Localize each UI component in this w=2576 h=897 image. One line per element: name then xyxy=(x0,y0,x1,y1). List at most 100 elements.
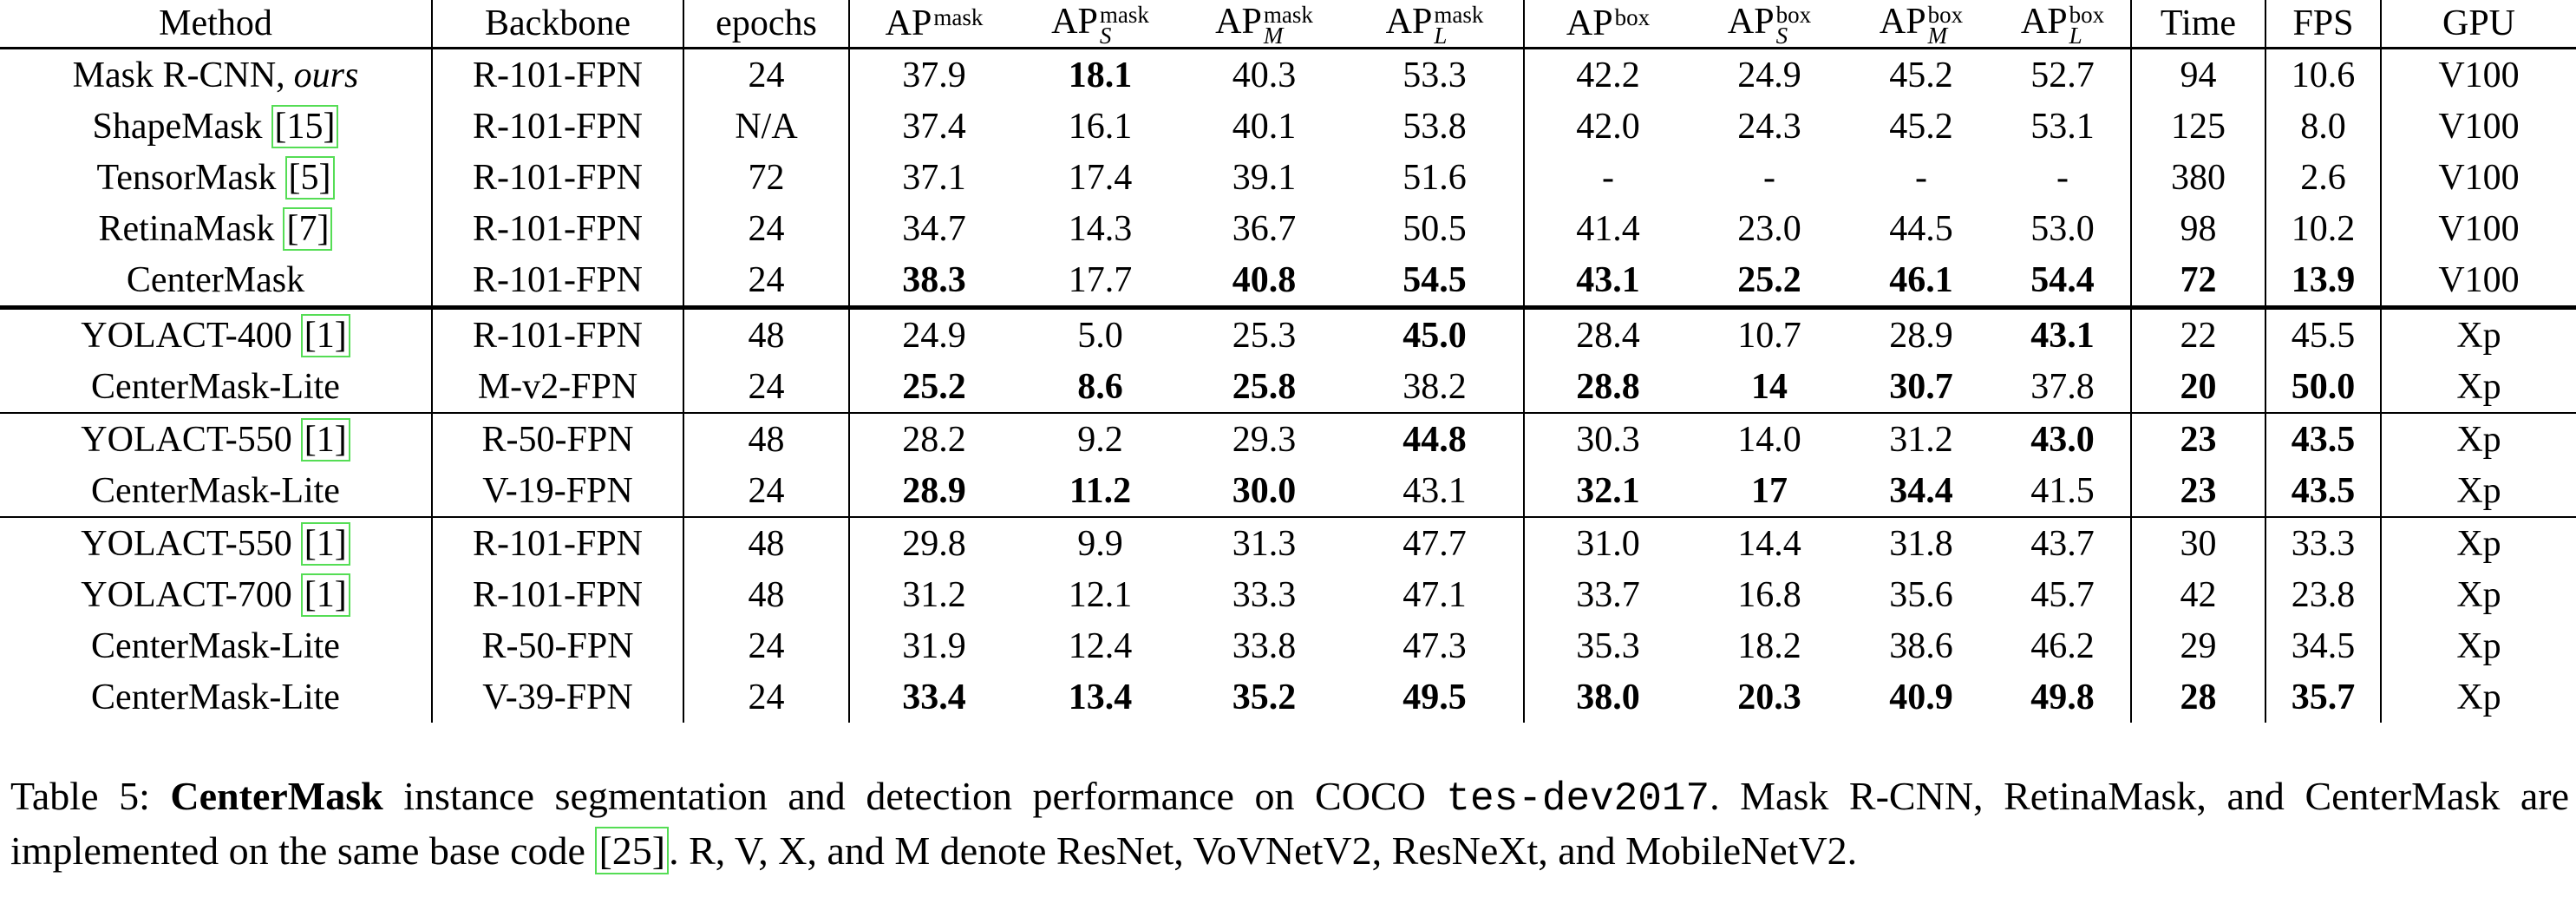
table-row: TensorMask [5] R-101-FPN 72 37.1 17.4 39.1 51.6… xyxy=(0,152,2576,203)
table-row: YOLACT-550 [1] R-101-FPN 48 29.8 9.9 31.3 47.7 3… xyxy=(0,516,2576,569)
method-name: CenterMask xyxy=(126,259,305,300)
method-name: YOLACT-400 xyxy=(81,315,292,356)
method-cell: CenterMask-Lite xyxy=(0,361,433,413)
header-cell: AP box L xyxy=(1995,0,2132,49)
caption-text: Table 5: xyxy=(10,774,171,818)
cell: 23.0 xyxy=(1737,208,1801,249)
cell: 33.8 xyxy=(1232,625,1297,666)
cell: Xp xyxy=(2456,574,2501,615)
header-cell: AP mask L xyxy=(1346,0,1525,49)
header-cell: epochs xyxy=(683,0,850,49)
cell: 9.2 xyxy=(1018,412,1182,465)
header-scripts: box S xyxy=(1775,3,1812,49)
header-base: AP xyxy=(1051,2,1098,43)
cell: 98 xyxy=(2131,203,2266,254)
table-row: ShapeMask [15] R-101-FPN N/A 37.4 16.1 40.1 53.… xyxy=(0,101,2576,152)
cell: 9.9 xyxy=(1018,516,1182,569)
header-cell: GPU xyxy=(2381,0,2576,49)
citation: [15] xyxy=(271,104,339,148)
header-sub: M xyxy=(1263,22,1284,49)
header-sup: mask xyxy=(1434,1,1484,28)
cell: 24 xyxy=(683,203,850,254)
cell: 10.7 xyxy=(1691,305,1847,361)
cell: 48 xyxy=(683,569,850,620)
cell: 53.8 xyxy=(1346,101,1525,152)
cell: 47.3 xyxy=(1346,620,1525,671)
cell: - xyxy=(1602,157,1614,198)
cell: - xyxy=(1995,152,2132,203)
caption-cite: [25] xyxy=(595,827,670,874)
cell: 5.0 xyxy=(1018,305,1182,361)
cell: 8.6 xyxy=(1077,366,1123,407)
method-cell: CenterMask-Lite xyxy=(0,465,433,517)
cell: 43.1 xyxy=(1576,259,1640,300)
cell: 45.2 xyxy=(1889,106,1953,147)
cell: 36.7 xyxy=(1232,208,1297,249)
cell: 41.4 xyxy=(1576,208,1640,249)
cell: 25.2 xyxy=(902,366,966,407)
cell: 35.6 xyxy=(1889,574,1953,615)
cell: Xp xyxy=(2456,677,2501,717)
results-table: Method Backbone epochs AP mask AP mask S AP mask M… xyxy=(0,0,2576,723)
cell: 46.2 xyxy=(1995,620,2132,671)
method-name: YOLACT-550 xyxy=(81,523,292,564)
cell: 10.2 xyxy=(2265,203,2382,254)
cell: 42.2 xyxy=(1576,55,1640,95)
cell: 50.0 xyxy=(2265,361,2382,413)
cell: 24 xyxy=(683,620,850,671)
cell: 42.0 xyxy=(1576,106,1640,147)
cell: 34.7 xyxy=(902,208,966,249)
header-base: AP xyxy=(1385,2,1433,43)
table-body: Mask R-CNN, ours R-101-FPN 24 37.9 18.1 40.3 53… xyxy=(0,48,2576,723)
method-cell: CenterMask xyxy=(0,254,433,308)
header-cell: FPS xyxy=(2265,0,2382,49)
cell: 41.5 xyxy=(1995,465,2132,517)
header-sub: M xyxy=(1927,22,1948,49)
cell: 16.8 xyxy=(1737,574,1801,615)
caption-bold: CenterMask xyxy=(170,774,383,818)
cell: 18.2 xyxy=(1737,625,1801,666)
cell: 42 xyxy=(2131,569,2266,620)
cell: 20.3 xyxy=(1737,677,1801,717)
caption-text: . R, V, X, and M denote ResNet, VoVNetV2… xyxy=(669,828,1858,873)
method-note: ours xyxy=(293,55,359,95)
cell: 2.6 xyxy=(2265,152,2382,203)
cell: 25.8 xyxy=(1232,366,1297,407)
cell: 38.3 xyxy=(902,259,966,300)
cell: 24 xyxy=(683,671,850,723)
header-scripts: box xyxy=(1615,6,1651,29)
cell: R-101-FPN xyxy=(432,254,684,308)
cell: R-101-FPN xyxy=(432,305,684,361)
table-row: YOLACT-700 [1] R-101-FPN 48 31.2 12.1 33.3 47.1… xyxy=(0,569,2576,620)
cell: 33.3 xyxy=(2265,516,2382,569)
cell: 45.5 xyxy=(2265,305,2382,361)
cell: 37.9 xyxy=(902,55,966,95)
header-sup: box xyxy=(2069,1,2105,28)
cell: R-101-FPN xyxy=(432,152,684,203)
cell: 72 xyxy=(2131,254,2266,308)
cell: 43.1 xyxy=(1346,465,1525,517)
cell: 22 xyxy=(2131,305,2266,361)
header-cell: AP mask M xyxy=(1182,0,1346,49)
cell: 11.2 xyxy=(1069,470,1132,511)
cell: R-50-FPN xyxy=(432,412,684,465)
cell: 31.2 xyxy=(1847,412,1995,465)
cell: 30.7 xyxy=(1889,366,1953,407)
cell: Xp xyxy=(2456,470,2501,511)
cell: 35.3 xyxy=(1576,625,1640,666)
method-cell: YOLACT-550 [1] xyxy=(0,516,433,569)
cell: 23 xyxy=(2131,412,2266,465)
header-sub: S xyxy=(1775,22,1788,49)
header-base: AP xyxy=(1566,3,1613,43)
header-base: AP xyxy=(2020,2,2068,43)
method-cell: Mask R-CNN, ours xyxy=(0,48,433,101)
header-scripts: mask L xyxy=(1434,1,1484,47)
cell: 29.8 xyxy=(849,516,1018,569)
cell: V100 xyxy=(2438,55,2520,95)
cell: V-19-FPN xyxy=(432,465,684,517)
cell: 31.2 xyxy=(902,574,966,615)
header-sup: mask xyxy=(1099,1,1149,28)
header-scripts: box M xyxy=(1927,3,1964,49)
header-cell: AP mask S xyxy=(1018,0,1182,49)
header-scripts: mask S xyxy=(1099,1,1149,47)
